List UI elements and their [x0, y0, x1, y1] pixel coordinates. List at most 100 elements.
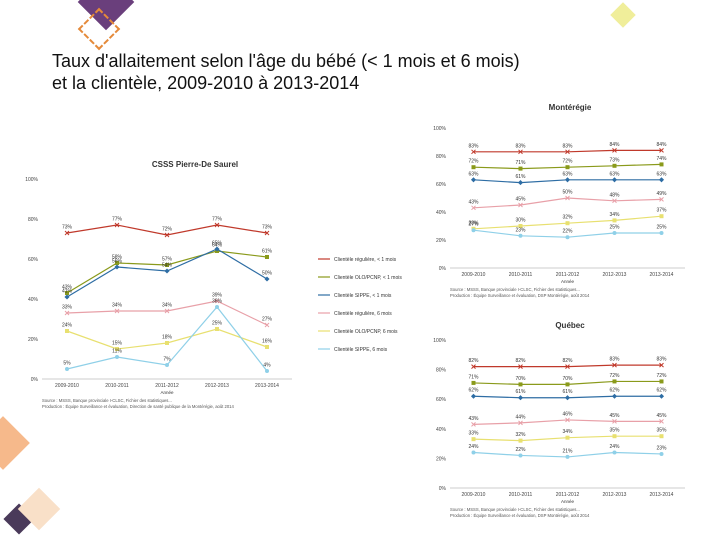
data-point — [518, 382, 523, 387]
source-note: Production : Équipe Surveillance et éval… — [42, 404, 234, 409]
data-label: 77% — [212, 217, 223, 223]
x-tick-label: 2013-2014 — [650, 492, 674, 498]
data-label: 34% — [562, 429, 573, 435]
data-point — [264, 276, 270, 282]
data-label: 63% — [609, 171, 620, 177]
data-point — [518, 453, 523, 458]
source-note: Production : Équipe Surveillance et éval… — [450, 513, 590, 518]
data-point — [214, 298, 220, 304]
data-point — [165, 341, 169, 345]
data-point — [471, 437, 476, 442]
x-tick-label: 2011-2012 — [556, 272, 580, 278]
data-point — [565, 364, 570, 369]
data-label: 18% — [162, 335, 173, 341]
y-tick-label: 100% — [433, 126, 446, 132]
data-label: 22% — [562, 229, 573, 235]
data-label: 83% — [656, 357, 667, 363]
data-label: 33% — [468, 431, 479, 437]
x-tick-label: 2010-2011 — [105, 383, 129, 389]
data-point — [471, 228, 476, 233]
data-point — [518, 438, 523, 443]
data-label: 70% — [562, 376, 573, 382]
x-tick-label: 2011-2012 — [155, 383, 179, 389]
data-point — [565, 221, 570, 226]
data-label: 45% — [609, 413, 620, 419]
data-label: 82% — [562, 358, 573, 364]
data-label: 83% — [468, 143, 479, 149]
data-label: 7% — [163, 357, 171, 363]
data-label: 35% — [656, 428, 667, 434]
x-tick-label: 2012-2013 — [205, 383, 229, 389]
y-tick-label: 20% — [436, 456, 447, 462]
x-tick-label: 2013-2014 — [255, 383, 279, 389]
x-tick-label: 2013-2014 — [650, 272, 674, 278]
data-point — [471, 149, 476, 155]
data-point — [517, 395, 524, 401]
data-label: 41% — [62, 289, 73, 295]
data-point — [659, 379, 664, 384]
data-label: 34% — [609, 212, 620, 218]
chart-csss-pierre-de-saurel: CSSS Pierre-De Saurel 0% 20% 40% 60% 80% 100% 2… — [25, 160, 402, 409]
y-tick-label: 0% — [439, 486, 447, 492]
data-label: 27% — [468, 222, 479, 228]
y-tick-label: 20% — [436, 238, 447, 244]
data-label: 36% — [212, 299, 223, 305]
data-label: 43% — [468, 416, 479, 422]
data-label: 72% — [562, 159, 573, 165]
data-point — [214, 246, 220, 252]
data-label: 21% — [562, 448, 573, 454]
data-label: 27% — [262, 317, 273, 323]
data-point — [115, 347, 119, 351]
data-point — [264, 230, 270, 236]
data-point — [612, 148, 617, 153]
data-label: 83% — [562, 143, 573, 149]
data-label: 62% — [468, 388, 479, 394]
data-label: 63% — [468, 171, 479, 177]
data-label: 4% — [263, 363, 271, 369]
legend-label: Clientèle OLO/PCNP, 6 mois — [334, 329, 398, 335]
data-point — [612, 163, 617, 168]
data-label: 11% — [112, 349, 122, 355]
x-axis-title: Année — [561, 279, 575, 284]
data-point — [564, 177, 571, 183]
chart-title: CSSS Pierre-De Saurel — [152, 160, 238, 169]
chart-monteregie: Montérégie 0% 20% 40% 60% 80% 100% 2009-2010 201… — [433, 103, 685, 298]
data-point — [612, 198, 617, 204]
data-point — [612, 434, 617, 439]
x-tick-label: 2011-2012 — [556, 492, 580, 498]
data-label: 46% — [562, 411, 573, 417]
source-note: Source : MSSS, Banque provinciale I-CLSC… — [450, 287, 580, 292]
data-label: 45% — [656, 413, 667, 419]
data-label: 73% — [262, 225, 273, 231]
data-label: 25% — [609, 225, 620, 231]
data-label: 72% — [609, 373, 620, 379]
data-point — [114, 264, 120, 270]
x-tick-label: 2010-2011 — [509, 492, 533, 498]
y-tick-label: 60% — [28, 257, 39, 263]
data-label: 34% — [162, 303, 173, 309]
data-label: 24% — [609, 444, 620, 450]
data-point — [265, 255, 269, 259]
data-point — [612, 231, 617, 235]
data-label: 43% — [468, 199, 479, 205]
legend-label: Clientèle OLO/PCNP, < 1 mois — [334, 275, 402, 281]
data-point — [565, 435, 570, 440]
data-label: 82% — [515, 358, 526, 364]
data-point — [565, 235, 570, 240]
x-tick-label: 2012-2013 — [603, 492, 627, 498]
y-tick-label: 60% — [436, 182, 447, 188]
data-point — [518, 224, 523, 228]
data-point — [215, 305, 219, 309]
data-point — [518, 364, 523, 369]
data-label: 72% — [468, 159, 479, 165]
data-label: 23% — [515, 227, 526, 233]
y-tick-label: 40% — [28, 297, 39, 303]
data-point — [565, 165, 570, 170]
y-tick-label: 60% — [436, 397, 447, 403]
data-point — [612, 379, 617, 384]
data-label: 73% — [609, 157, 620, 163]
data-point — [471, 380, 476, 385]
data-point — [659, 451, 664, 456]
data-point — [164, 268, 170, 274]
data-point — [518, 166, 523, 171]
